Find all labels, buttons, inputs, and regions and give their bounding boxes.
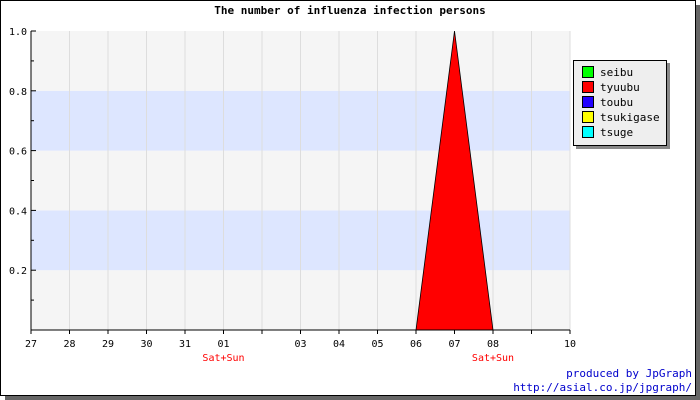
legend-item-toubu: toubu [582,95,633,109]
y-tick-label: 0.6 [9,147,27,158]
credit-producer: produced by JpGraph [566,367,692,380]
x-tick-label: 07 [448,339,460,350]
legend-label: tyuubu [600,80,640,94]
y-tick-label: 1.0 [9,27,27,38]
legend-item-tsukigase: tsukigase [582,110,660,124]
weekend-label: Sat+Sun [202,353,244,364]
x-tick-label: 03 [294,339,306,350]
credit: produced by JpGraph http://asial.co.jp/j… [513,367,692,395]
x-tick-label: 30 [140,339,152,350]
legend-item-tyuubu: tyuubu [582,80,640,94]
x-tick-label: 06 [410,339,422,350]
y-tick-label: 0.8 [9,87,27,98]
legend-label: tsuge [600,125,634,139]
legend-item-tsuge: tsuge [582,125,633,139]
x-tick-label: 10 [564,339,576,350]
weekend-label: Sat+Sun [472,353,514,364]
legend-swatch [582,81,594,93]
y-tick-label: 0.2 [9,266,27,277]
legend-swatch [582,111,594,123]
x-tick-label: 31 [179,339,191,350]
x-tick-label: 05 [371,339,383,350]
legend-item-seibu: seibu [582,65,633,79]
legend-swatch [582,66,594,78]
chart-title: The number of influenza infection person… [214,4,486,17]
legend-label: tsukigase [600,110,660,124]
y-tick-label: 0.4 [9,206,27,217]
credit-url[interactable]: http://asial.co.jp/jpgraph/ [513,381,692,394]
x-tick-label: 28 [63,339,75,350]
x-tick-label: 04 [333,339,345,350]
legend-label: seibu [600,65,634,79]
x-tick-label: 29 [102,339,114,350]
x-tick-label: 01 [217,339,229,350]
x-tick-label: 08 [487,339,499,350]
legend-swatch [582,96,594,108]
legend-label: toubu [600,95,634,109]
legend-swatch [582,126,594,138]
legend: seibu tyuubu toubu tsukigase tsuge [573,60,667,146]
x-tick-label: 27 [25,339,37,350]
